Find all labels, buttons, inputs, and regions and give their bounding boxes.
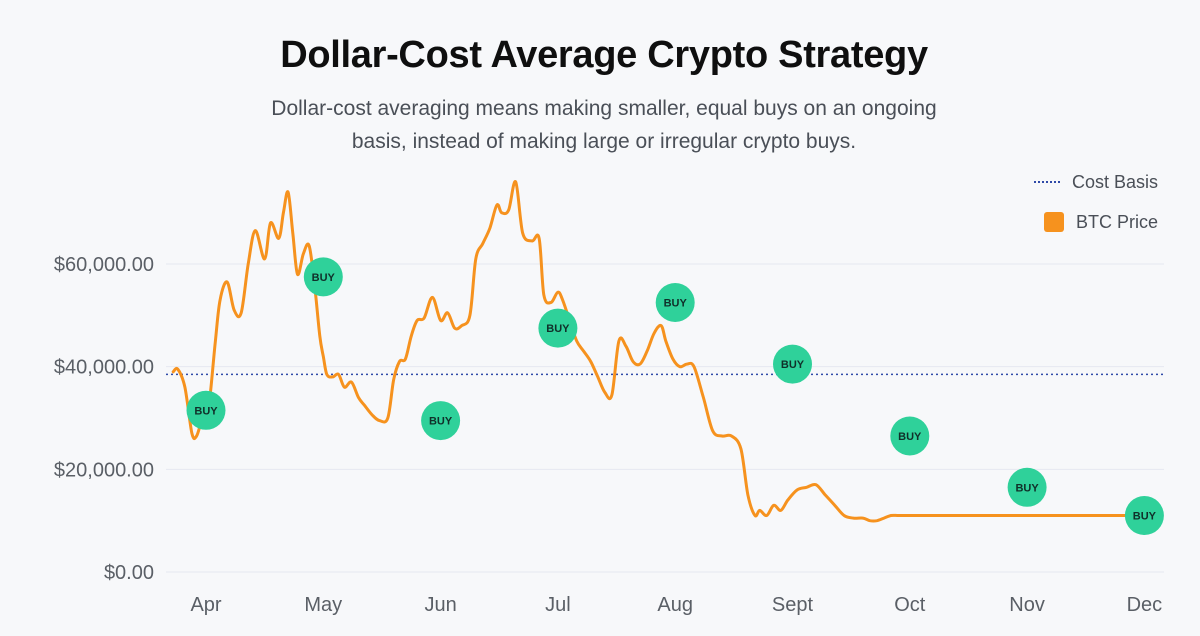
- buy-marker-label: BUY: [546, 323, 570, 335]
- orange-swatch-icon: [1044, 212, 1064, 232]
- buy-marker: BUY: [1124, 496, 1164, 536]
- buy-marker-circle: [1124, 496, 1164, 536]
- x-axis-ticks: Apr May Jun Jul Aug Sept Oct Nov Dec: [190, 594, 1162, 616]
- x-tick-label: Aug: [657, 594, 693, 616]
- chart-title: Dollar-Cost Average Crypto Strategy: [280, 34, 928, 76]
- buy-marker: BUY: [1007, 467, 1047, 507]
- buy-marker-circle: [421, 401, 461, 441]
- buy-marker-label: BUY: [1133, 511, 1157, 523]
- buy-marker: BUY: [421, 401, 461, 441]
- buy-marker-circle: [303, 257, 343, 297]
- x-tick-label: Nov: [1009, 594, 1045, 616]
- buy-marker-label: BUY: [781, 359, 805, 371]
- buy-marker-label: BUY: [429, 416, 453, 428]
- buy-marker-circle: [1007, 467, 1047, 507]
- x-tick-label: Apr: [190, 594, 221, 616]
- y-tick-label: $40,000.00: [54, 357, 154, 379]
- legend-label-btc-price: BTC Price: [1076, 211, 1159, 232]
- x-tick-label: Jul: [545, 594, 571, 616]
- buy-markers: BUY BUY BUY BUY BUY BUY BUY BUY BUY: [186, 257, 1164, 536]
- dotted-line-icon: [1034, 181, 1060, 183]
- buy-marker-label: BUY: [194, 405, 218, 417]
- x-tick-label: May: [304, 594, 342, 616]
- buy-marker-circle: [655, 283, 695, 322]
- legend-item-btc-price: BTC Price: [1030, 208, 1158, 236]
- buy-marker: BUY: [773, 344, 812, 384]
- buy-marker-circle: [773, 344, 812, 384]
- legend-label-cost-basis: Cost Basis: [1072, 171, 1159, 192]
- legend-item-cost-basis: Cost Basis: [1030, 168, 1158, 196]
- buy-marker: BUY: [538, 308, 578, 348]
- buy-marker: BUY: [890, 416, 930, 456]
- chart-subtitle: Dollar-cost averaging means making small…: [271, 97, 937, 153]
- buy-marker-circle: [890, 416, 930, 456]
- buy-marker-label: BUY: [664, 298, 688, 310]
- buy-marker-label: BUY: [898, 431, 922, 443]
- buy-marker-circle: [186, 390, 226, 430]
- buy-marker: BUY: [303, 257, 343, 297]
- y-tick-label: $0.00: [104, 562, 154, 584]
- x-tick-label: Dec: [1127, 594, 1163, 616]
- y-tick-label: $20,000.00: [54, 459, 154, 481]
- buy-marker-circle: [538, 308, 578, 348]
- buy-marker: BUY: [186, 390, 226, 430]
- y-tick-label: $60,000.00: [54, 254, 154, 276]
- btc-price-line: [171, 180, 1146, 523]
- y-axis-ticks: $0.00 $20,000.00 $40,000.00 $60,000.00: [54, 254, 154, 584]
- x-tick-label: Oct: [894, 594, 926, 616]
- buy-marker: BUY: [655, 283, 695, 322]
- x-tick-label: Jun: [424, 594, 456, 616]
- buy-marker-label: BUY: [1015, 482, 1039, 494]
- x-tick-label: Sept: [772, 594, 814, 616]
- buy-marker-label: BUY: [312, 272, 336, 284]
